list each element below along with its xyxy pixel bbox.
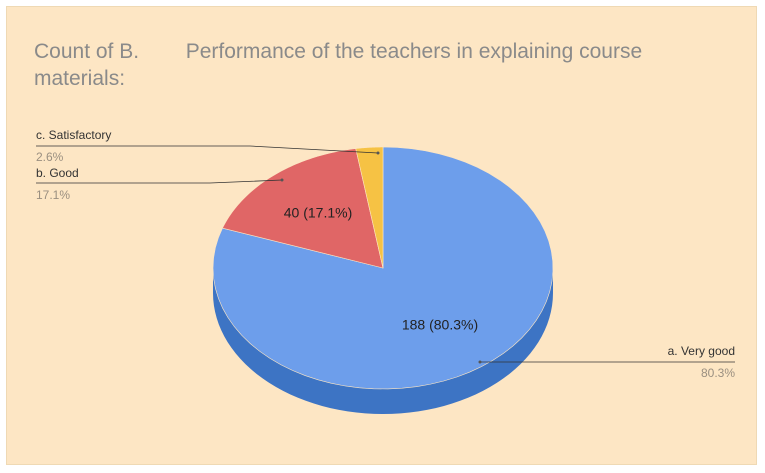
leader-dot (376, 151, 380, 155)
chart-title: Count of B. Performance of the teachers … (34, 40, 649, 90)
slice-label: b. Good (36, 166, 79, 180)
slice-percent: 17.1% (36, 188, 70, 202)
leader-dot (478, 360, 482, 364)
leader-line (36, 145, 379, 154)
slice-percent: 2.6% (36, 150, 64, 164)
value-label: 188 (80.3%) (402, 317, 478, 333)
leader-line (36, 179, 283, 184)
slice-label: c. Satisfactory (36, 128, 111, 142)
slice (212, 146, 554, 390)
slice-side (213, 268, 553, 414)
slice (355, 146, 384, 269)
slice-percent: 80.3% (701, 366, 735, 380)
slice (222, 148, 384, 269)
slice-label: a. Very good (668, 344, 735, 358)
value-label: 40 (17.1%) (284, 205, 352, 221)
leader-dot (280, 178, 284, 182)
